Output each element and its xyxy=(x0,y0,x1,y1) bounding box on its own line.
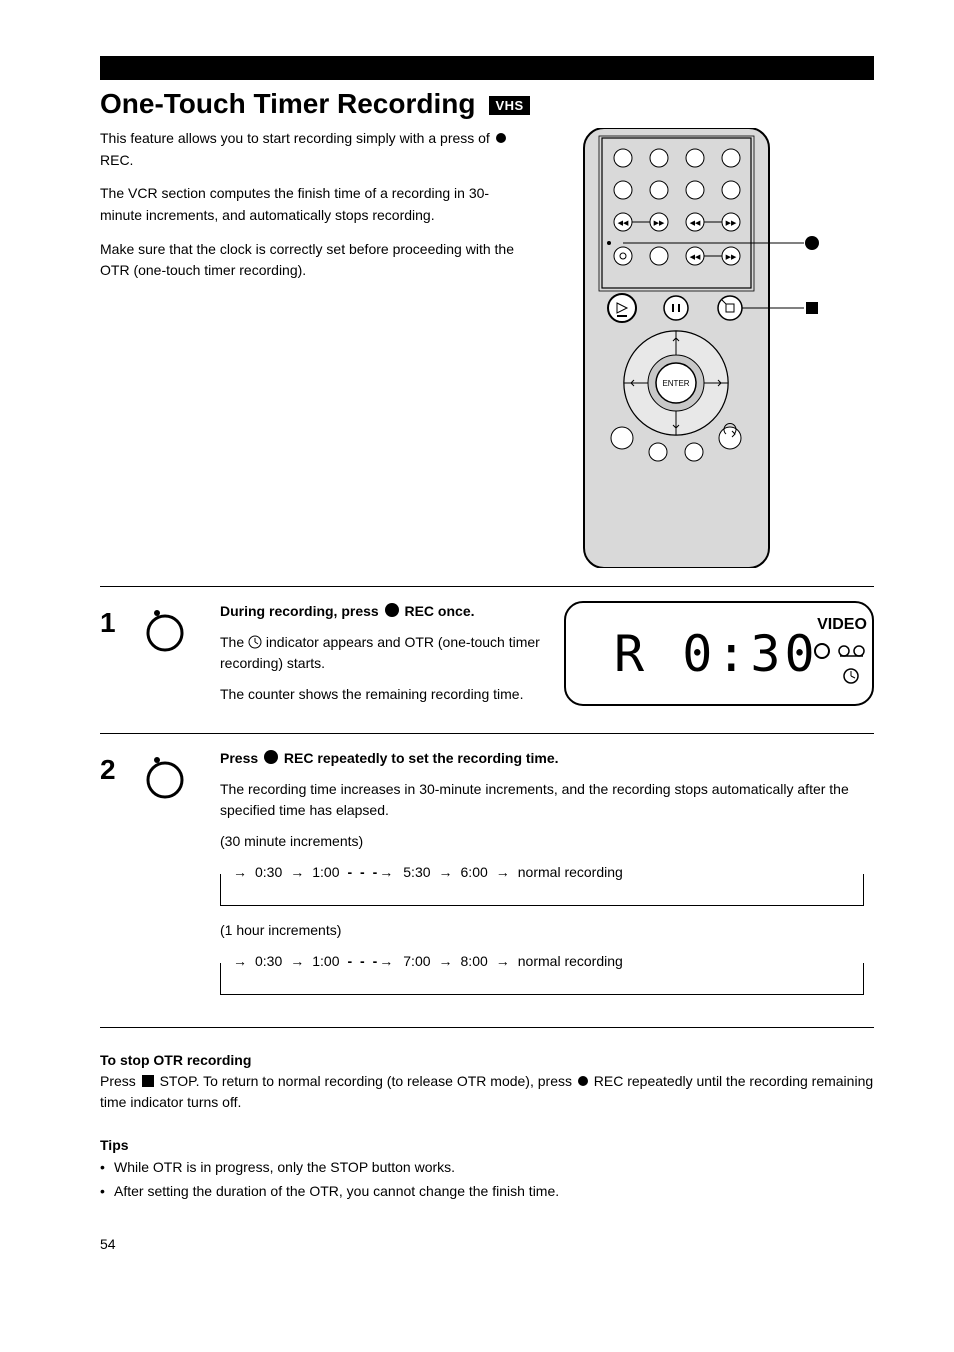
remote-btn-r2c4[interactable] xyxy=(722,181,740,199)
stop-section: To stop OTR recording Press STOP. To ret… xyxy=(100,1050,874,1113)
rec-dot-icon xyxy=(578,1076,588,1086)
page-number: 54 xyxy=(100,1236,874,1252)
remote-btn-r1c2[interactable] xyxy=(650,149,668,167)
stop-a: Press xyxy=(100,1073,140,1089)
svg-text:▶▶: ▶▶ xyxy=(654,220,665,227)
tips-list: While OTR is in progress, only the STOP … xyxy=(100,1157,874,1202)
svg-text:▶▶: ▶▶ xyxy=(726,254,737,261)
svg-text:◀◀: ◀◀ xyxy=(690,220,701,227)
rec-dot-icon xyxy=(264,750,278,764)
seq2-item: 0:30 xyxy=(255,951,282,972)
clock-inline-icon xyxy=(248,635,262,649)
intro-p1-a: This feature allows you to start recordi… xyxy=(100,130,494,146)
callout-rec-icon xyxy=(805,236,819,250)
stop-square-icon xyxy=(142,1075,154,1087)
lcd-display: R 0:30 VIDEO xyxy=(564,601,874,712)
step-number: 1 xyxy=(100,601,140,715)
remote-btn-bl1[interactable] xyxy=(611,427,633,449)
remote-btn-r2c2[interactable] xyxy=(650,181,668,199)
page-title: One-Touch Timer Recording xyxy=(100,88,475,120)
rec-indicator-dot xyxy=(607,241,611,245)
lcd-video-label: VIDEO xyxy=(817,616,867,633)
seq2-item: 8:00 xyxy=(461,951,488,972)
seq1-item: 0:30 xyxy=(255,862,282,883)
remote-btn-rec[interactable] xyxy=(614,247,632,265)
stop-b: To return to normal recording (to releas… xyxy=(200,1073,576,1089)
intro-p1-rec: REC. xyxy=(100,152,133,168)
lcd-text: R 0:30 xyxy=(614,625,819,683)
svg-text:◀◀: ◀◀ xyxy=(618,220,629,227)
intro-text: This feature allows you to start recordi… xyxy=(100,128,524,568)
step2-a: Press xyxy=(220,750,262,766)
step1-b2: indicator appears and OTR (one-touch tim… xyxy=(220,634,540,671)
step1-a: During recording, press xyxy=(220,603,383,619)
seq2-item: 7:00 xyxy=(403,951,430,972)
rec-button-icon xyxy=(148,763,182,797)
remote-btn-r1c3[interactable] xyxy=(686,149,704,167)
remote-btn-play[interactable] xyxy=(608,294,636,322)
remote-btn-bl3[interactable] xyxy=(685,443,703,461)
rec-dot-icon xyxy=(496,133,506,143)
step2-rec: REC repeatedly to set the recording time… xyxy=(280,750,559,766)
seq1-item: 6:00 xyxy=(461,862,488,883)
seq2-label: (1 hour increments) xyxy=(220,920,874,941)
stop-heading: To stop OTR recording xyxy=(100,1052,251,1068)
tip-item: After setting the duration of the OTR, y… xyxy=(114,1181,874,1203)
seq1-item: normal recording xyxy=(518,862,623,883)
seq1-item: 1:00 xyxy=(312,862,339,883)
rec-dot-icon xyxy=(385,603,399,617)
step-icon-rec xyxy=(140,601,220,715)
remote-btn-r1c4[interactable] xyxy=(722,149,740,167)
intro-p1-b: The VCR section computes the finish time… xyxy=(100,183,524,226)
tips-heading: Tips xyxy=(100,1137,874,1153)
seq1-item: 5:30 xyxy=(403,862,430,883)
steps-table: 1 R 0:30 VIDEO xyxy=(100,586,874,1028)
step1-b: The xyxy=(220,634,248,650)
title-row: One-Touch Timer Recording VHS xyxy=(100,88,874,120)
svg-text:◀◀: ◀◀ xyxy=(690,254,701,261)
callout-stop-icon xyxy=(806,302,818,314)
step-number: 2 xyxy=(100,748,140,1009)
svg-text:▶▶: ▶▶ xyxy=(726,220,737,227)
sequence-box-1: → 0:30 → 1:00 - - -→ 5:30 → 6:00 → norma… xyxy=(220,874,864,906)
seq2-item: 1:00 xyxy=(312,951,339,972)
remote-btn-r2c3[interactable] xyxy=(686,181,704,199)
seq1-label: (30 minute increments) xyxy=(220,831,874,852)
header-bar xyxy=(100,56,874,80)
remote-diagram: ◀◀ ▶▶ ◀◀ ▶▶ ◀◀ ▶▶ xyxy=(554,128,874,568)
remote-btn-pause[interactable] xyxy=(664,296,688,320)
remote-btn-r1c1[interactable] xyxy=(614,149,632,167)
remote-btn-stop[interactable] xyxy=(718,296,742,320)
rec-button-icon xyxy=(148,616,182,650)
sequence-box-2: → 0:30 → 1:00 - - -→ 7:00 → 8:00 → norma… xyxy=(220,963,864,995)
step2-b: The recording time increases in 30-minut… xyxy=(220,779,874,821)
stop-stop: STOP. xyxy=(156,1073,200,1089)
step-row-2: 2 Press REC repeatedly to set the record… xyxy=(100,733,874,1028)
step1-rec: REC once. xyxy=(401,603,475,619)
seq2-item: normal recording xyxy=(518,951,623,972)
remote-btn-bl4[interactable] xyxy=(719,427,741,449)
remote-dpad[interactable]: ENTER xyxy=(624,331,728,435)
remote-btn-r2c1[interactable] xyxy=(614,181,632,199)
remote-btn-r4c2[interactable] xyxy=(650,247,668,265)
intro-p2: Make sure that the clock is correctly se… xyxy=(100,239,524,282)
tip-item: While OTR is in progress, only the STOP … xyxy=(114,1157,874,1179)
vhs-badge: VHS xyxy=(489,96,529,115)
enter-label: ENTER xyxy=(662,379,689,388)
remote-btn-bl2[interactable] xyxy=(649,443,667,461)
step-icon-rec xyxy=(140,748,220,1009)
step-row-1: 1 R 0:30 VIDEO xyxy=(100,586,874,733)
